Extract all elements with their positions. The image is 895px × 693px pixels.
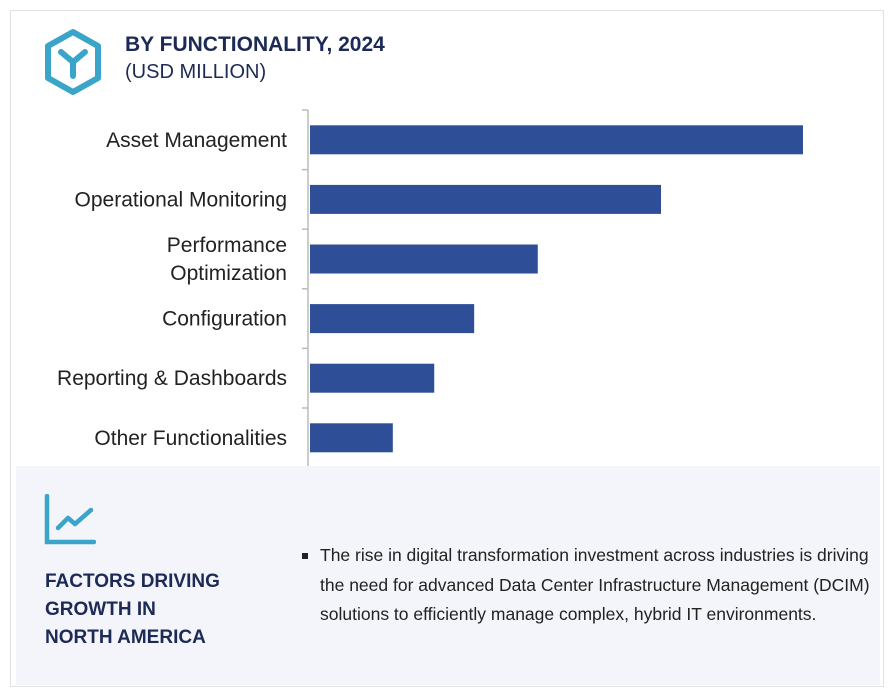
bar (310, 184, 662, 214)
factors-title-line: GROWTH IN (45, 599, 156, 620)
category-label: Reporting & Dashboards (57, 367, 287, 390)
category-label: Operational Monitoring (75, 188, 287, 211)
factors-title-line: NORTH AMERICA (45, 627, 206, 648)
category-label: Configuration (162, 308, 287, 331)
bar (310, 423, 393, 453)
category-label: Performance (167, 234, 287, 257)
category-label: Asset Management (106, 129, 287, 152)
chart-subtitle: (USD MILLION) (125, 61, 267, 83)
bar (310, 125, 803, 155)
factors-panel (16, 466, 880, 685)
infographic-card (10, 10, 884, 687)
factor-bullet: The rise in digital transformation inves… (300, 541, 880, 630)
bar (310, 244, 538, 274)
bar-chart: Asset Management Operational Monitoring Pe… (57, 109, 803, 469)
category-label: Other Functionalities (94, 427, 287, 450)
bar (310, 304, 475, 334)
factors-title: FACTORS DRIVING GROWTH IN NORTH AMERICA (45, 568, 265, 652)
factors-title-line: FACTORS DRIVING (45, 571, 220, 592)
hexagon-y-icon (45, 29, 101, 95)
bar (310, 363, 435, 393)
line-chart-icon (44, 494, 96, 545)
category-label: Optimization (170, 262, 287, 285)
chart-title: BY FUNCTIONALITY, 2024 (125, 33, 385, 56)
